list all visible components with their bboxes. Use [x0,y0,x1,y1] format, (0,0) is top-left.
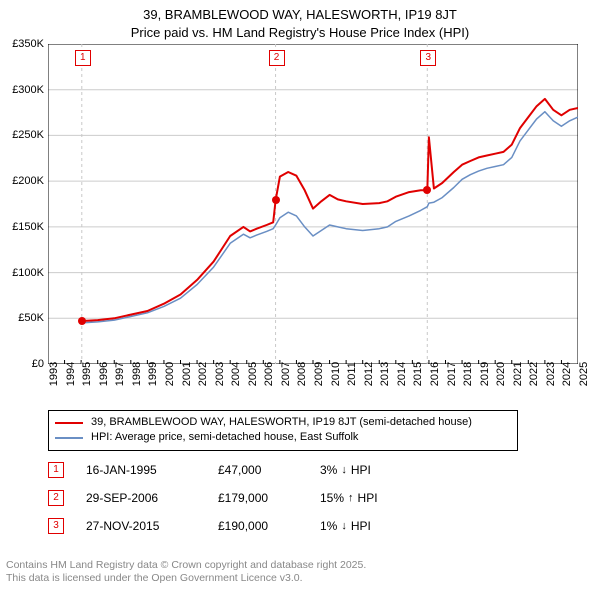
sale-row: 1 16-JAN-1995 £47,000 3% ↓ HPI [48,456,578,484]
x-tick-label: 1998 [131,362,143,386]
x-tick-label: 1996 [98,362,110,386]
sale-price: £190,000 [218,519,298,533]
x-tick-label: 1993 [48,362,60,386]
sale-row-marker: 2 [48,490,64,506]
x-tick-label: 1995 [81,362,93,386]
x-tick-label: 2005 [247,362,259,386]
attribution-line-1: Contains HM Land Registry data © Crown c… [6,559,366,571]
series-property [82,99,578,321]
y-tick-label: £0 [32,358,44,370]
legend-row: HPI: Average price, semi-detached house,… [55,430,511,445]
line-chart-svg [48,44,578,364]
sale-price: £179,000 [218,491,298,505]
sale-hpi-pct: 3% [320,463,337,477]
sale-price: £47,000 [218,463,298,477]
x-tick-label: 2009 [313,362,325,386]
arrow-icon: ↑ [348,492,354,504]
y-axis: £0£50K£100K£150K£200K£250K£300K£350K [0,44,48,364]
x-tick-label: 2017 [446,362,458,386]
sale-date: 29-SEP-2006 [86,491,196,505]
x-tick-label: 2000 [164,362,176,386]
sale-dot [78,317,86,325]
sale-date: 16-JAN-1995 [86,463,196,477]
legend-swatch [55,437,83,439]
sale-row: 3 27-NOV-2015 £190,000 1% ↓ HPI [48,512,578,540]
sale-row: 2 29-SEP-2006 £179,000 15% ↑ HPI [48,484,578,512]
y-tick-label: £100K [12,267,44,279]
x-tick-label: 2001 [181,362,193,386]
y-tick-label: £150K [12,221,44,233]
legend-label: HPI: Average price, semi-detached house,… [91,430,358,445]
x-tick-label: 2011 [346,362,358,386]
x-tick-label: 1994 [65,362,77,386]
x-tick-label: 2007 [280,362,292,386]
y-tick-label: £50K [18,312,44,324]
sale-hpi: 3% ↓ HPI [320,463,371,477]
x-tick-label: 2020 [495,362,507,386]
x-tick-label: 1999 [147,362,159,386]
x-tick-label: 2014 [396,362,408,386]
chart-title: 39, BRAMBLEWOOD WAY, HALESWORTH, IP19 8J… [0,0,600,41]
x-tick-label: 1997 [114,362,126,386]
x-tick-label: 2016 [429,362,441,386]
legend-box: 39, BRAMBLEWOOD WAY, HALESWORTH, IP19 8J… [48,410,518,451]
x-tick-label: 2012 [363,362,375,386]
x-tick-label: 2013 [379,362,391,386]
sale-date: 27-NOV-2015 [86,519,196,533]
attribution-text: Contains HM Land Registry data © Crown c… [6,559,594,586]
x-axis: 1993199419951996199719981999200020012002… [48,368,578,404]
sale-row-marker: 1 [48,462,64,478]
x-tick-label: 2006 [263,362,275,386]
series-hpi [82,112,578,323]
x-tick-label: 2004 [230,362,242,386]
x-tick-label: 2008 [296,362,308,386]
title-line-1: 39, BRAMBLEWOOD WAY, HALESWORTH, IP19 8J… [0,6,600,24]
arrow-icon: ↓ [341,464,347,476]
sale-hpi-pct: 15% [320,491,344,505]
sale-marker-box: 3 [420,50,436,66]
sale-dot [423,186,431,194]
title-line-2: Price paid vs. HM Land Registry's House … [0,24,600,42]
legend-row: 39, BRAMBLEWOOD WAY, HALESWORTH, IP19 8J… [55,415,511,430]
sale-marker-box: 1 [75,50,91,66]
sale-hpi-label: HPI [358,491,378,505]
legend-label: 39, BRAMBLEWOOD WAY, HALESWORTH, IP19 8J… [91,415,472,430]
sale-marker-box: 2 [269,50,285,66]
y-tick-label: £250K [12,129,44,141]
sale-dot [272,196,280,204]
y-tick-label: £300K [12,84,44,96]
sale-hpi: 15% ↑ HPI [320,491,378,505]
x-tick-label: 2003 [214,362,226,386]
chart-plot-area: 1 2 3 [48,44,578,364]
x-tick-label: 2010 [330,362,342,386]
arrow-icon: ↓ [341,520,347,532]
y-tick-label: £350K [12,38,44,50]
x-tick-label: 2002 [197,362,209,386]
x-tick-label: 2015 [412,362,424,386]
x-tick-label: 2023 [545,362,557,386]
x-tick-label: 2024 [561,362,573,386]
x-tick-label: 2025 [578,362,590,386]
x-tick-label: 2022 [528,362,540,386]
sales-table: 1 16-JAN-1995 £47,000 3% ↓ HPI 2 29-SEP-2006 £17… [48,456,578,540]
sale-hpi-label: HPI [351,519,371,533]
sale-hpi-pct: 1% [320,519,337,533]
x-tick-label: 2021 [512,362,524,386]
sale-hpi-label: HPI [351,463,371,477]
x-tick-label: 2018 [462,362,474,386]
sale-hpi: 1% ↓ HPI [320,519,371,533]
sale-row-marker: 3 [48,518,64,534]
x-tick-label: 2019 [479,362,491,386]
attribution-line-2: This data is licensed under the Open Gov… [6,572,303,584]
legend-swatch [55,422,83,424]
y-tick-label: £200K [12,175,44,187]
